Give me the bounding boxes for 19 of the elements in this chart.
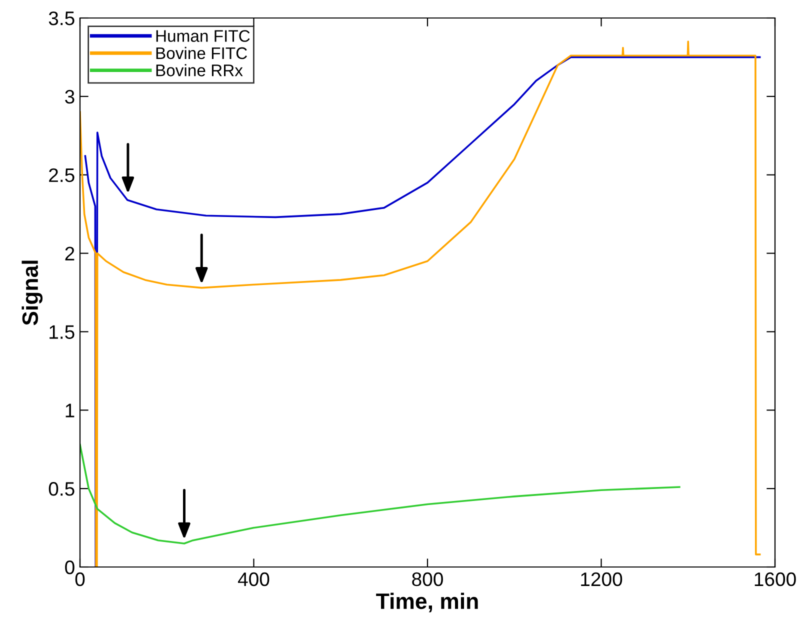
y-tick-label: 3 [65, 90, 74, 104]
x-tick-label: 800 [412, 572, 443, 586]
x-tick-label: 1600 [754, 572, 796, 586]
y-tick-label: 0.5 [48, 482, 74, 496]
x-axis-title: Time, min [376, 592, 478, 612]
x-tick-label: 0 [75, 572, 85, 586]
line-series [80, 444, 680, 544]
y-axis-title: Signal [22, 260, 43, 326]
y-tick-label: 3.5 [48, 11, 74, 26]
legend-label: Human FITC [156, 30, 250, 42]
legend-label: Bovine RRx [156, 64, 243, 76]
y-tick-label: 1 [66, 404, 74, 418]
x-tick-label: 1200 [581, 572, 622, 586]
legend-label: Bovine FITC [156, 46, 247, 60]
y-tick-label: 1.5 [50, 325, 74, 339]
y-tick-label: 2.5 [49, 168, 74, 182]
y-tick-label: 2 [65, 246, 74, 260]
y-tick-label: 0 [65, 560, 74, 574]
x-tick-label: 400 [238, 572, 270, 586]
